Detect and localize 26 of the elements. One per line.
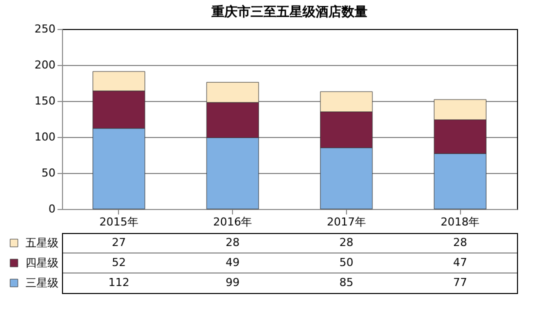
- data-label: 112: [108, 276, 130, 289]
- y-tick-label: 100: [34, 130, 56, 144]
- x-tick-label: 2016年: [213, 216, 252, 228]
- data-label: 99: [226, 276, 240, 289]
- data-label: 50: [339, 256, 354, 269]
- x-tick-label: 2018年: [440, 216, 480, 228]
- y-tick-label: 250: [34, 22, 56, 36]
- y-tick-label: 200: [34, 58, 56, 72]
- y-tick-label: 50: [42, 166, 56, 180]
- data-label: 28: [339, 236, 354, 249]
- data-label: 52: [112, 256, 126, 269]
- legend-label: 三星级: [26, 276, 58, 290]
- y-tick-label: 0: [48, 202, 56, 216]
- data-label: 47: [453, 256, 468, 269]
- data-label: 28: [226, 236, 240, 249]
- chart-title: 重庆市三至五星级酒店数量: [210, 4, 368, 20]
- data-label: 77: [453, 276, 468, 289]
- x-tick-label: 2015年: [99, 216, 138, 228]
- data-label: 49: [226, 256, 240, 269]
- data-label: 27: [112, 236, 126, 249]
- x-tick-label: 2017年: [326, 216, 366, 228]
- data-label: 28: [453, 236, 468, 249]
- data-label: 85: [339, 276, 354, 289]
- legend-label: 四星级: [26, 256, 58, 270]
- y-tick-label: 150: [34, 94, 56, 108]
- legend-label: 五星级: [26, 236, 58, 250]
